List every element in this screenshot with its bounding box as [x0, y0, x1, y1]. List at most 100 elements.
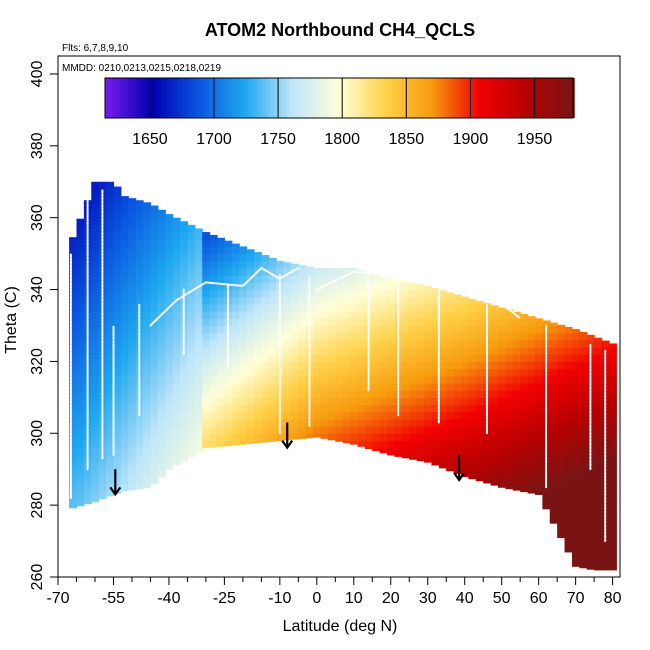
heatmap-cell — [180, 404, 188, 413]
heatmap-cell — [165, 311, 174, 319]
heatmap-cell — [113, 289, 122, 298]
heatmap-cell — [246, 354, 255, 363]
heatmap-cell — [157, 375, 166, 384]
heatmap-cell — [475, 303, 484, 312]
heatmap-cell — [135, 275, 144, 283]
heatmap-cell — [571, 505, 580, 513]
heatmap-cell — [335, 347, 344, 355]
x-tick-label: 30 — [419, 590, 437, 607]
heatmap-cell — [172, 418, 181, 427]
heatmap-cell — [165, 282, 174, 291]
colorbar-swatch — [255, 78, 260, 118]
heatmap-cell — [231, 390, 240, 398]
heatmap-cell — [468, 298, 477, 305]
heatmap-cell — [483, 433, 492, 442]
heatmap-cell — [202, 426, 211, 434]
heatmap-cell — [357, 440, 366, 447]
heatmap-cell — [150, 433, 159, 442]
heatmap-cell — [527, 440, 536, 449]
heatmap-cell — [350, 368, 359, 377]
heatmap-cell — [209, 433, 218, 442]
heatmap-cell — [431, 361, 440, 370]
heatmap-cell — [106, 275, 115, 283]
heatmap-cell — [113, 196, 122, 204]
heatmap-cell — [594, 390, 603, 398]
heatmap-cell — [187, 347, 196, 355]
heatmap-cell — [475, 454, 484, 463]
heatmap-cell — [261, 404, 270, 413]
heatmap-cell — [342, 325, 351, 334]
heatmap-cell — [246, 282, 255, 291]
heatmap-cell — [564, 440, 573, 449]
heatmap-cell — [424, 375, 433, 384]
heatmap-cell — [497, 426, 506, 434]
heatmap-cell — [76, 462, 85, 470]
heatmap-cell — [120, 282, 129, 291]
heatmap-cell — [327, 325, 336, 334]
heatmap-cell — [497, 375, 506, 384]
heatmap-cell — [438, 347, 447, 355]
heatmap-cell — [268, 433, 277, 442]
colorbar-swatch — [539, 78, 545, 118]
heatmap-cell — [549, 476, 558, 485]
heatmap-cell — [120, 354, 129, 363]
heatmap-cell — [438, 404, 447, 413]
heatmap-cell — [268, 411, 277, 420]
heatmap-cell — [202, 246, 211, 255]
heatmap-cell — [564, 505, 573, 513]
heatmap-cell — [327, 311, 336, 319]
heatmap-cell — [379, 368, 388, 377]
heatmap-cell — [113, 375, 122, 384]
heatmap-cell — [438, 426, 447, 434]
heatmap-cell — [350, 433, 359, 442]
heatmap-cell — [594, 505, 603, 513]
heatmap-cell — [194, 228, 203, 233]
heatmap-cell — [564, 332, 573, 341]
heatmap-cell — [446, 462, 455, 470]
heatmap-cell — [298, 368, 307, 377]
colorbar-swatch — [405, 78, 410, 118]
heatmap-cell — [564, 390, 573, 398]
heatmap-cell — [261, 255, 270, 262]
heatmap-cell — [320, 390, 329, 398]
heatmap-cell — [194, 339, 203, 348]
heatmap-cell — [387, 433, 396, 442]
heatmap-cell — [372, 397, 381, 406]
heatmap-cell — [135, 462, 144, 470]
heatmap-cell — [438, 361, 447, 370]
heatmap-cell — [202, 411, 211, 420]
heatmap-cell — [490, 354, 499, 363]
heatmap-cell — [520, 447, 529, 456]
colorbar-swatch — [281, 78, 287, 118]
heatmap-cell — [231, 282, 240, 291]
heatmap-cell — [594, 555, 603, 564]
colorbar-swatch — [285, 78, 291, 118]
heatmap-cell — [571, 483, 580, 492]
heatmap-cell — [290, 404, 299, 413]
heatmap-cell — [261, 411, 270, 420]
heatmap-cell — [534, 354, 543, 363]
heatmap-cell — [608, 505, 617, 513]
heatmap-cell — [128, 289, 137, 298]
heatmap-cell — [564, 411, 573, 420]
heatmap-cell — [534, 462, 543, 470]
heatmap-cell — [128, 239, 137, 248]
heatmap-cell — [564, 490, 573, 499]
heatmap-cell — [209, 282, 218, 291]
heatmap-cell — [172, 462, 181, 466]
heatmap-cell — [571, 375, 580, 384]
heatmap-cell — [194, 318, 203, 327]
heatmap-cell — [187, 433, 196, 442]
heatmap-cell — [372, 375, 381, 384]
heatmap-cell — [224, 368, 233, 377]
heatmap-cell — [416, 318, 425, 327]
heatmap-cell — [209, 397, 218, 406]
heatmap-cell — [305, 433, 314, 439]
heatmap-cell — [372, 296, 381, 305]
heatmap-cell — [143, 347, 152, 355]
heatmap-cell — [216, 368, 225, 377]
heatmap-cell — [209, 339, 218, 348]
heatmap-cell — [357, 404, 366, 413]
heatmap-cell — [253, 303, 262, 312]
heatmap-cell — [335, 318, 344, 327]
